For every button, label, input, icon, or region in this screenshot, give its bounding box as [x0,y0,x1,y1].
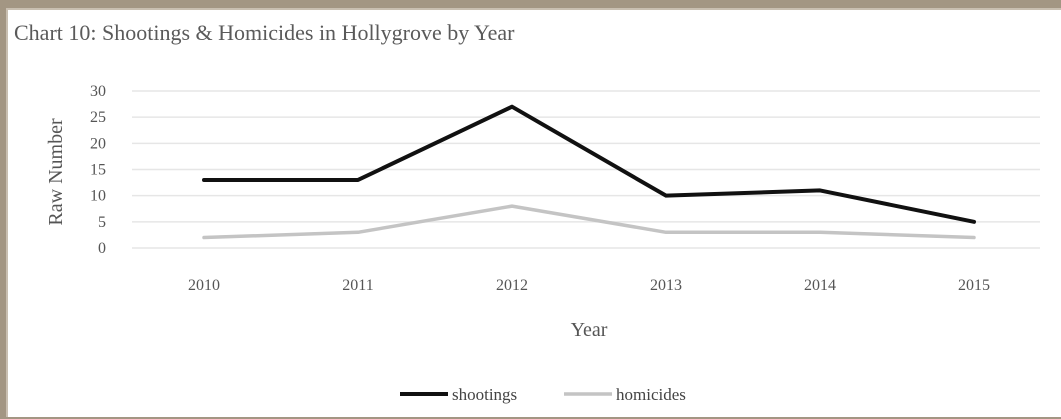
line-chart: 0 5 10 15 20 25 30 2010 2011 2012 2013 2014 2015 Ra… [8,10,1061,419]
x-tick-label: 2010 [188,277,220,294]
gridlines [132,91,1040,248]
y-tick-label: 15 [90,162,106,179]
y-tick-label: 10 [90,188,106,205]
legend-label-shootings: shootings [452,385,517,404]
y-tick-label: 0 [98,240,106,257]
x-tick-label: 2013 [650,277,682,294]
y-tick-label: 25 [90,109,106,126]
y-tick-label: 5 [98,214,106,231]
x-tick-label: 2012 [496,277,528,294]
series-lines [204,107,974,238]
x-tick-label: 2015 [958,277,990,294]
y-tick-label: 30 [90,83,106,100]
y-axis-ticks: 0 5 10 15 20 25 30 [90,83,106,257]
legend: shootings homicides [400,385,686,404]
x-tick-label: 2011 [342,277,373,294]
chart-panel: Chart 10: Shootings & Homicides in Holly… [6,8,1061,417]
y-axis-label: Raw Number [45,118,67,226]
legend-label-homicides: homicides [616,385,686,404]
x-tick-label: 2014 [804,277,836,294]
x-axis-label: Year [571,319,608,341]
series-line-shootings [204,107,974,222]
x-axis-ticks: 2010 2011 2012 2013 2014 2015 [188,277,990,294]
y-tick-label: 20 [90,135,106,152]
